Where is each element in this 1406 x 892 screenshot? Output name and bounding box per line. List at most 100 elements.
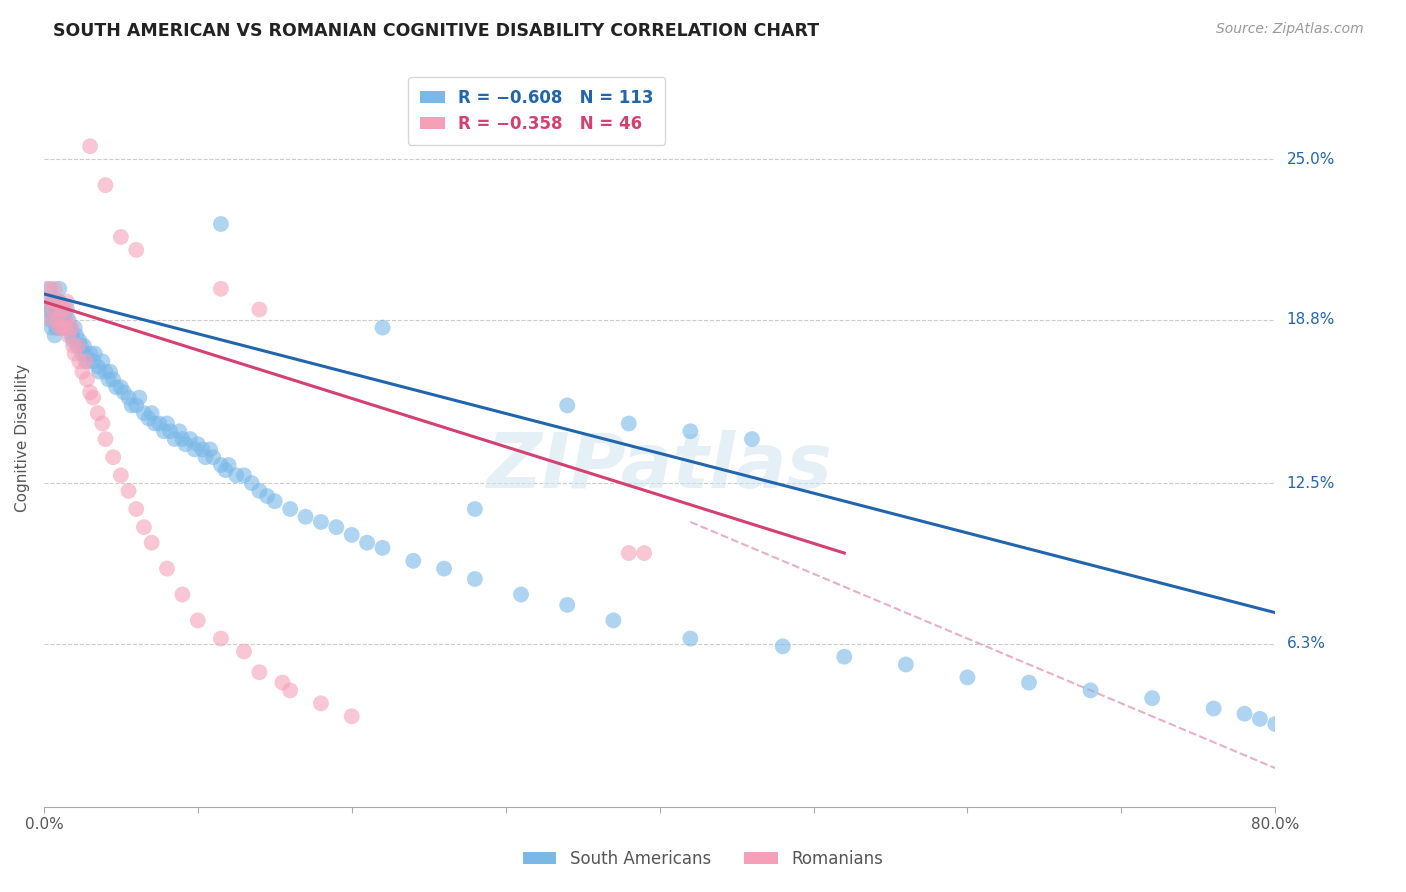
Point <box>44 282 66 296</box>
Point <box>132 520 155 534</box>
Point <box>55 313 77 327</box>
Point <box>94 432 117 446</box>
Point <box>271 675 294 690</box>
Point <box>125 398 148 412</box>
Point <box>278 502 301 516</box>
Point <box>87 359 110 374</box>
Point <box>356 535 378 549</box>
Point <box>101 450 124 465</box>
Point <box>48 294 70 309</box>
Point <box>51 320 73 334</box>
Point <box>46 294 69 309</box>
Point <box>41 302 63 317</box>
Point <box>39 313 62 327</box>
Point <box>679 632 702 646</box>
Point <box>48 320 70 334</box>
Point <box>340 528 363 542</box>
Point <box>555 598 578 612</box>
Point <box>617 546 640 560</box>
Text: SOUTH AMERICAN VS ROMANIAN COGNITIVE DISABILITY CORRELATION CHART: SOUTH AMERICAN VS ROMANIAN COGNITIVE DIS… <box>53 22 820 40</box>
Point <box>141 535 163 549</box>
Point <box>49 302 72 317</box>
Point <box>325 520 347 534</box>
Point <box>132 406 155 420</box>
Point <box>82 354 104 368</box>
Point <box>48 294 70 309</box>
Point <box>83 346 105 360</box>
Point <box>112 385 135 400</box>
Point <box>44 308 66 322</box>
Text: 6.3%: 6.3% <box>1286 636 1326 651</box>
Point <box>67 354 90 368</box>
Point <box>340 709 363 723</box>
Point <box>35 302 58 317</box>
Point <box>60 328 83 343</box>
Point <box>247 483 270 498</box>
Point <box>832 649 855 664</box>
Point <box>555 398 578 412</box>
Legend: South Americans, Romanians: South Americans, Romanians <box>516 844 890 875</box>
Point <box>91 354 114 368</box>
Point <box>309 696 332 710</box>
Point <box>894 657 917 672</box>
Point <box>42 302 65 317</box>
Point <box>187 614 209 628</box>
Point <box>1264 717 1286 731</box>
Point <box>233 644 256 658</box>
Point <box>117 391 139 405</box>
Point <box>309 515 332 529</box>
Point <box>433 561 456 575</box>
Point <box>69 339 91 353</box>
Point <box>256 489 278 503</box>
Point <box>1233 706 1256 721</box>
Point <box>225 468 247 483</box>
Point <box>52 302 75 317</box>
Point <box>49 302 72 317</box>
Point <box>617 417 640 431</box>
Point <box>56 302 79 317</box>
Point <box>42 294 65 309</box>
Point <box>98 365 121 379</box>
Point <box>125 243 148 257</box>
Text: 12.5%: 12.5% <box>1286 475 1334 491</box>
Point <box>1249 712 1271 726</box>
Point <box>58 328 80 343</box>
Point <box>58 313 80 327</box>
Point <box>101 372 124 386</box>
Point <box>143 417 166 431</box>
Point <box>233 468 256 483</box>
Point <box>76 372 98 386</box>
Text: Source: ZipAtlas.com: Source: ZipAtlas.com <box>1216 22 1364 37</box>
Legend: R = −0.608   N = 113, R = −0.358   N = 46: R = −0.608 N = 113, R = −0.358 N = 46 <box>408 77 665 145</box>
Point <box>60 320 83 334</box>
Point <box>59 320 82 334</box>
Point <box>187 437 209 451</box>
Point <box>464 572 486 586</box>
Point <box>52 308 75 322</box>
Point <box>1140 691 1163 706</box>
Point <box>128 391 150 405</box>
Point <box>65 328 87 343</box>
Point <box>56 320 79 334</box>
Point <box>464 502 486 516</box>
Point <box>94 365 117 379</box>
Point <box>51 302 73 317</box>
Point <box>240 476 263 491</box>
Point <box>48 313 70 327</box>
Point <box>121 398 143 412</box>
Point <box>218 458 240 472</box>
Point <box>41 320 63 334</box>
Point <box>76 354 98 368</box>
Point <box>42 313 65 327</box>
Point <box>110 468 132 483</box>
Point <box>91 417 114 431</box>
Point <box>138 411 160 425</box>
Point <box>52 320 75 334</box>
Point <box>633 546 655 560</box>
Point <box>94 178 117 193</box>
Point <box>679 424 702 438</box>
Y-axis label: Cognitive Disability: Cognitive Disability <box>15 364 30 512</box>
Text: ZIPatlas: ZIPatlas <box>486 430 832 504</box>
Point <box>184 442 207 457</box>
Text: 25.0%: 25.0% <box>1286 152 1334 167</box>
